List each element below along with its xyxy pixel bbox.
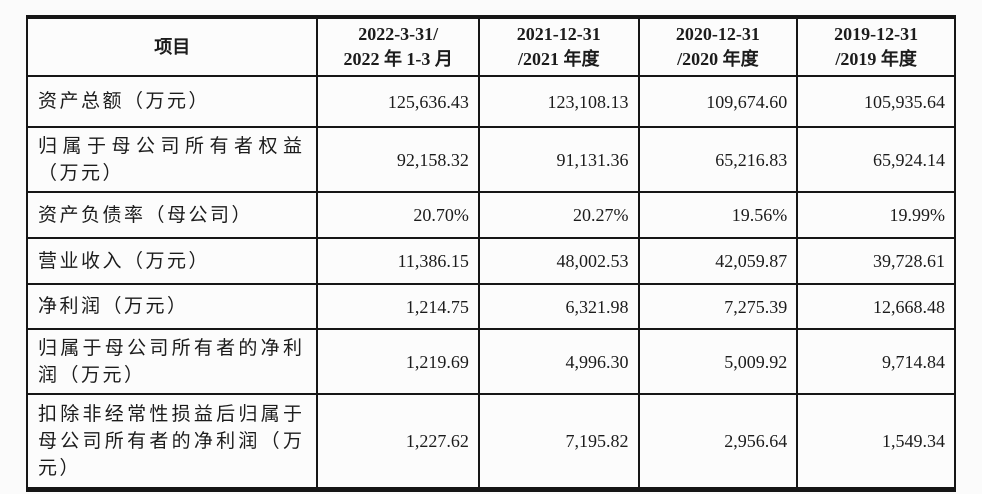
cell-value: 11,386.15 — [316, 237, 480, 285]
period-name-line: /2021 年度 — [517, 49, 600, 69]
period-name-line: /2020 年度 — [677, 49, 759, 69]
cell-value: 92,158.32 — [316, 126, 480, 193]
period-date-line: 2020-12-31 — [675, 24, 760, 44]
cell-value: 1,214.75 — [316, 283, 480, 330]
cell-value: 1,227.62 — [316, 393, 480, 491]
cell-value: 48,002.53 — [477, 237, 640, 285]
cell-value: 9,714.84 — [796, 328, 956, 395]
table-header-row: 项目 2022-3-31/ 2022 年 1-3 月 2021-12-31 /2… — [25, 16, 956, 77]
financial-summary-table: 项目 2022-3-31/ 2022 年 1-3 月 2021-12-31 /2… — [25, 15, 956, 492]
cell-value: 12,668.48 — [796, 283, 956, 330]
period-date-line: 2019-12-31 — [834, 24, 919, 44]
table-row-revenue: 营业收入（万元） 11,386.15 48,002.53 42,059.87 3… — [25, 237, 956, 285]
cell-value: 125,636.43 — [316, 75, 480, 128]
column-header-2021: 2021-12-31 /2021 年度 — [477, 16, 640, 77]
row-label: 资产总额（万元） — [25, 75, 319, 128]
table-row-parent-equity: 归属于母公司所有者权益（万元） 92,158.32 91,131.36 65,2… — [25, 126, 956, 193]
cell-value: 105,935.64 — [796, 75, 956, 128]
cell-value: 4,996.30 — [477, 328, 640, 395]
table-row-adjusted-net-profit: 扣除非经常性损益后归属于母公司所有者的净利润（万元） 1,227.62 7,19… — [25, 393, 956, 491]
column-header-2019: 2019-12-31 /2019 年度 — [796, 16, 956, 77]
cell-value: 19.56% — [637, 191, 799, 239]
period-name-line: /2019 年度 — [835, 49, 917, 69]
row-label: 归属于母公司所有者的净利润（万元） — [25, 328, 319, 395]
cell-value: 5,009.92 — [637, 328, 799, 395]
cell-value: 42,059.87 — [637, 237, 799, 285]
cell-value: 65,924.14 — [796, 126, 956, 193]
column-header-2022-q1: 2022-3-31/ 2022 年 1-3 月 — [316, 16, 480, 77]
row-label: 归属于母公司所有者权益（万元） — [25, 126, 319, 193]
cell-value: 39,728.61 — [796, 237, 956, 285]
row-label: 净利润（万元） — [25, 283, 319, 330]
cell-value: 1,549.34 — [796, 393, 956, 491]
cell-value: 91,131.36 — [477, 126, 640, 193]
table-row-total-assets: 资产总额（万元） 125,636.43 123,108.13 109,674.6… — [25, 75, 956, 128]
cell-value: 123,108.13 — [477, 75, 640, 128]
cell-value: 6,321.98 — [477, 283, 640, 330]
cell-value: 20.70% — [316, 191, 480, 239]
cell-value: 19.99% — [796, 191, 956, 239]
cell-value: 20.27% — [477, 191, 640, 239]
cell-value: 7,195.82 — [477, 393, 640, 491]
cell-value: 1,219.69 — [316, 328, 480, 395]
table-row-parent-net-profit: 归属于母公司所有者的净利润（万元） 1,219.69 4,996.30 5,00… — [25, 328, 956, 395]
cell-value: 109,674.60 — [637, 75, 799, 128]
column-header-2020: 2020-12-31 /2020 年度 — [637, 16, 799, 77]
cell-value: 65,216.83 — [637, 126, 799, 193]
row-label: 资产负债率（母公司） — [25, 191, 319, 239]
row-label: 营业收入（万元） — [25, 237, 319, 285]
row-label: 扣除非经常性损益后归属于母公司所有者的净利润（万元） — [25, 393, 319, 491]
period-name-line: 2022 年 1-3 月 — [343, 49, 453, 69]
period-date-line: 2021-12-31 — [516, 24, 601, 44]
table-row-debt-ratio: 资产负债率（母公司） 20.70% 20.27% 19.56% 19.99% — [25, 191, 956, 239]
period-date-line: 2022-3-31/ — [358, 24, 439, 44]
cell-value: 2,956.64 — [637, 393, 799, 491]
cell-value: 7,275.39 — [637, 283, 799, 330]
table-row-net-profit: 净利润（万元） 1,214.75 6,321.98 7,275.39 12,66… — [25, 283, 956, 330]
column-header-item: 项目 — [25, 16, 319, 77]
